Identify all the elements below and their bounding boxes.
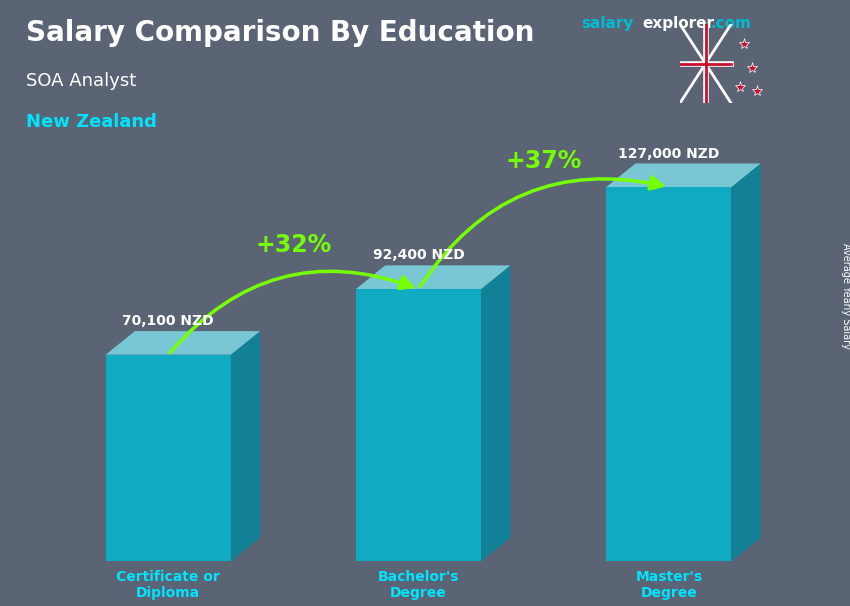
Polygon shape	[105, 355, 231, 561]
Polygon shape	[481, 265, 510, 561]
Polygon shape	[731, 164, 761, 561]
Text: .com: .com	[711, 16, 751, 31]
Text: 92,400 NZD: 92,400 NZD	[372, 248, 464, 262]
Text: Salary Comparison By Education: Salary Comparison By Education	[26, 19, 535, 47]
Text: SOA Analyst: SOA Analyst	[26, 72, 137, 90]
Text: New Zealand: New Zealand	[26, 113, 157, 132]
Polygon shape	[356, 289, 481, 561]
Text: Bachelor's
Degree: Bachelor's Degree	[377, 570, 459, 601]
Polygon shape	[356, 265, 510, 289]
Text: 127,000 NZD: 127,000 NZD	[618, 147, 720, 161]
Text: +37%: +37%	[506, 150, 582, 173]
Text: explorer: explorer	[642, 16, 714, 31]
Polygon shape	[606, 164, 761, 187]
Polygon shape	[606, 187, 731, 561]
Text: Master's
Degree: Master's Degree	[635, 570, 702, 601]
Text: 70,100 NZD: 70,100 NZD	[122, 314, 214, 328]
Text: Certificate or
Diploma: Certificate or Diploma	[116, 570, 220, 601]
Text: +32%: +32%	[255, 233, 332, 257]
FancyArrowPatch shape	[420, 177, 662, 287]
Text: Average Yearly Salary: Average Yearly Salary	[841, 243, 850, 349]
Polygon shape	[231, 331, 260, 561]
FancyArrowPatch shape	[170, 271, 412, 353]
Text: salary: salary	[581, 16, 633, 31]
Polygon shape	[105, 331, 260, 355]
